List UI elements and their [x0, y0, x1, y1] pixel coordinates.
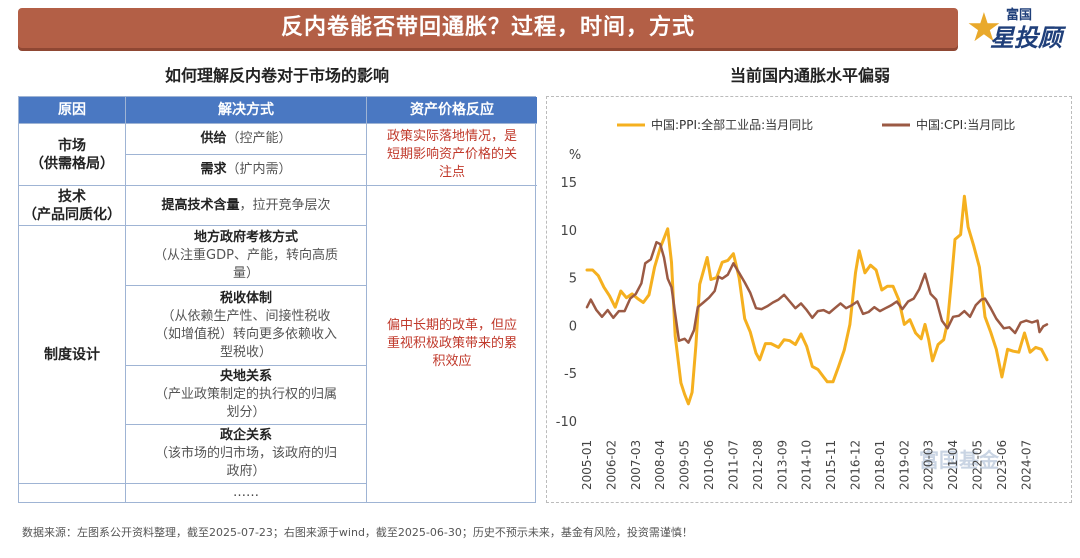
local-gov-title: 地方政府考核方式: [193, 229, 298, 245]
star-icon: ★: [966, 5, 1002, 51]
logo-top-text: 富国: [1006, 8, 1033, 23]
legend-label-0: 中国:PPI:全部工业品:当月同比: [651, 117, 813, 132]
tax-title: 税收体制: [219, 290, 272, 306]
reaction-long-line-3: 积效应: [432, 354, 472, 369]
category-institution: 制度设计: [19, 226, 126, 484]
tax-line-3: 型税收）: [219, 344, 272, 360]
ellipsis-row-empty: [19, 484, 126, 502]
table-header-cause: 原因: [19, 97, 126, 124]
x-tick-label: 2016-12: [848, 440, 862, 490]
solution-supply: 供给 （控产能）: [126, 124, 367, 155]
x-tick-label: 2005-01: [580, 440, 594, 490]
series-line-1: [585, 240, 1049, 344]
inflation-chart-svg: 富国基金 中国:PPI:全部工业品:当月同比 中国:CPI:当月同比% 15 10 5 0 -…: [556, 117, 1049, 490]
gov-enterprise-line-1: （该市场的归市场，该政府的归: [154, 446, 337, 461]
series-line-0: [585, 194, 1049, 406]
solution-local-gov: 地方政府考核方式 （从注重GDP、产能，转向高质 量）: [126, 226, 367, 286]
y-tick-label: 15: [560, 176, 577, 191]
tax-line-2: （如增值税）转向更多依赖收入: [154, 326, 337, 342]
x-tick-label: 2011-07: [726, 440, 740, 490]
reaction-long-line-2: 重视积极政策带来的累: [386, 336, 517, 351]
reaction-short-term: 政策实际落地情况，是 短期影响资产价格的关 注点: [367, 124, 537, 186]
tax-line-1: （从依赖生产性、间接性税收: [161, 308, 331, 324]
title-banner: 反内卷能否带回通胀？过程，时间，方式: [18, 8, 958, 48]
x-tick-label: 2009-05: [678, 440, 692, 490]
category-market-name: 市场: [58, 137, 86, 154]
category-tech: 技术 （产品同质化）: [19, 186, 126, 226]
y-tick-label: -10: [556, 415, 577, 430]
right-section-title: 当前国内通胀水平偏弱: [729, 66, 890, 85]
x-tick-label: 2015-11: [824, 440, 838, 490]
central-local-title: 央地关系: [219, 369, 272, 384]
central-local-line-1: （产业政策制定的执行权的归属: [154, 387, 337, 402]
x-tick-label: 2019-02: [897, 440, 911, 490]
y-tick-label: -5: [564, 367, 577, 382]
x-tick-label: 2021-04: [946, 440, 960, 490]
y-axis-label: %: [569, 148, 581, 163]
x-tick-label: 2022-05: [971, 440, 985, 490]
impact-table: 原因 解决方式 资产价格反应 市场 （供需格局） 供给 （控产能） 需求 （扩内需）…: [18, 96, 537, 503]
x-tick-label: 2006-02: [604, 440, 618, 490]
x-tick-label: 2012-08: [751, 440, 765, 490]
brand-logo: ★ 富国 星投顾: [966, 2, 1066, 54]
table-header-solution: 解决方式: [126, 97, 367, 124]
table-header-reaction: 资产价格反应: [367, 97, 537, 124]
reaction-short-line-2: 短期影响资产价格的关: [386, 146, 517, 162]
tech-detail: ，拉开竞争层次: [239, 197, 331, 213]
x-tick-label: 2014-10: [800, 440, 814, 490]
demand-label: 需求: [200, 162, 227, 177]
demand-detail: （扩内需）: [226, 162, 292, 177]
x-tick-label: 2007-03: [629, 440, 643, 490]
x-tick-label: 2018-01: [873, 440, 887, 490]
solution-tech: 提高技术含量 ，拉开竞争层次: [126, 186, 367, 226]
x-tick-label: 2023-06: [995, 440, 1009, 490]
page-title: 反内卷能否带回通胀？过程，时间，方式: [280, 15, 695, 40]
tech-label: 提高技术含量: [161, 197, 240, 213]
solution-central-local: 央地关系 （产业政策制定的执行权的归属 划分）: [126, 366, 367, 425]
reaction-long-term: 偏中长期的改革，但应 重视积极政策带来的累 积效应: [367, 186, 537, 502]
supply-detail: （控产能）: [226, 131, 292, 146]
solution-tax: 税收体制 （从依赖生产性、间接性税收 （如增值税）转向更多依赖收入 型税收）: [126, 286, 367, 366]
y-tick-label: 5: [569, 272, 577, 287]
legend-label-1: 中国:CPI:当月同比: [916, 117, 1015, 132]
category-tech-sub: （产品同质化）: [23, 206, 121, 223]
category-tech-name: 技术: [58, 188, 86, 205]
reaction-long-line-1: 偏中长期的改革，但应: [386, 318, 517, 333]
logo-main-text: 星投顾: [990, 24, 1062, 52]
category-market-sub: （供需格局）: [30, 155, 114, 172]
category-market: 市场 （供需格局）: [19, 124, 126, 186]
y-tick-label: 0: [569, 319, 577, 334]
solution-gov-enterprise: 政企关系 （该市场的归市场，该政府的归 政府）: [126, 425, 367, 484]
ellipsis-row: ……: [126, 484, 367, 502]
local-gov-line-1: （从注重GDP、产能，转向高质: [154, 247, 338, 263]
central-local-line-2: 划分）: [226, 405, 266, 420]
inflation-chart: 富国基金 中国:PPI:全部工业品:当月同比 中国:CPI:当月同比% 15 10 5 0 -…: [546, 96, 1072, 503]
gov-enterprise-line-2: 政府）: [226, 464, 266, 479]
local-gov-line-2: 量）: [232, 265, 259, 281]
x-tick-label: 2010-06: [702, 440, 716, 490]
reaction-short-line-1: 政策实际落地情况，是: [386, 128, 517, 144]
reaction-short-line-3: 注点: [438, 164, 465, 180]
x-tick-label: 2008-04: [653, 440, 667, 490]
x-tick-label: 2013-09: [775, 440, 789, 490]
supply-label: 供给: [200, 131, 227, 146]
gov-enterprise-title: 政企关系: [219, 428, 272, 443]
left-section-title: 如何理解反内卷对于市场的影响: [164, 66, 389, 85]
footer-note: 数据来源：左图系公开资料整理，截至2025-07-23；右图来源于wind，截至…: [22, 526, 693, 539]
x-tick-label: 2024-07: [1019, 440, 1033, 490]
solution-demand: 需求 （扩内需）: [126, 155, 367, 186]
watermark-text: 富国基金: [919, 448, 1000, 472]
x-tick-label: 2020-03: [922, 440, 936, 490]
y-tick-label: 10: [560, 224, 577, 239]
